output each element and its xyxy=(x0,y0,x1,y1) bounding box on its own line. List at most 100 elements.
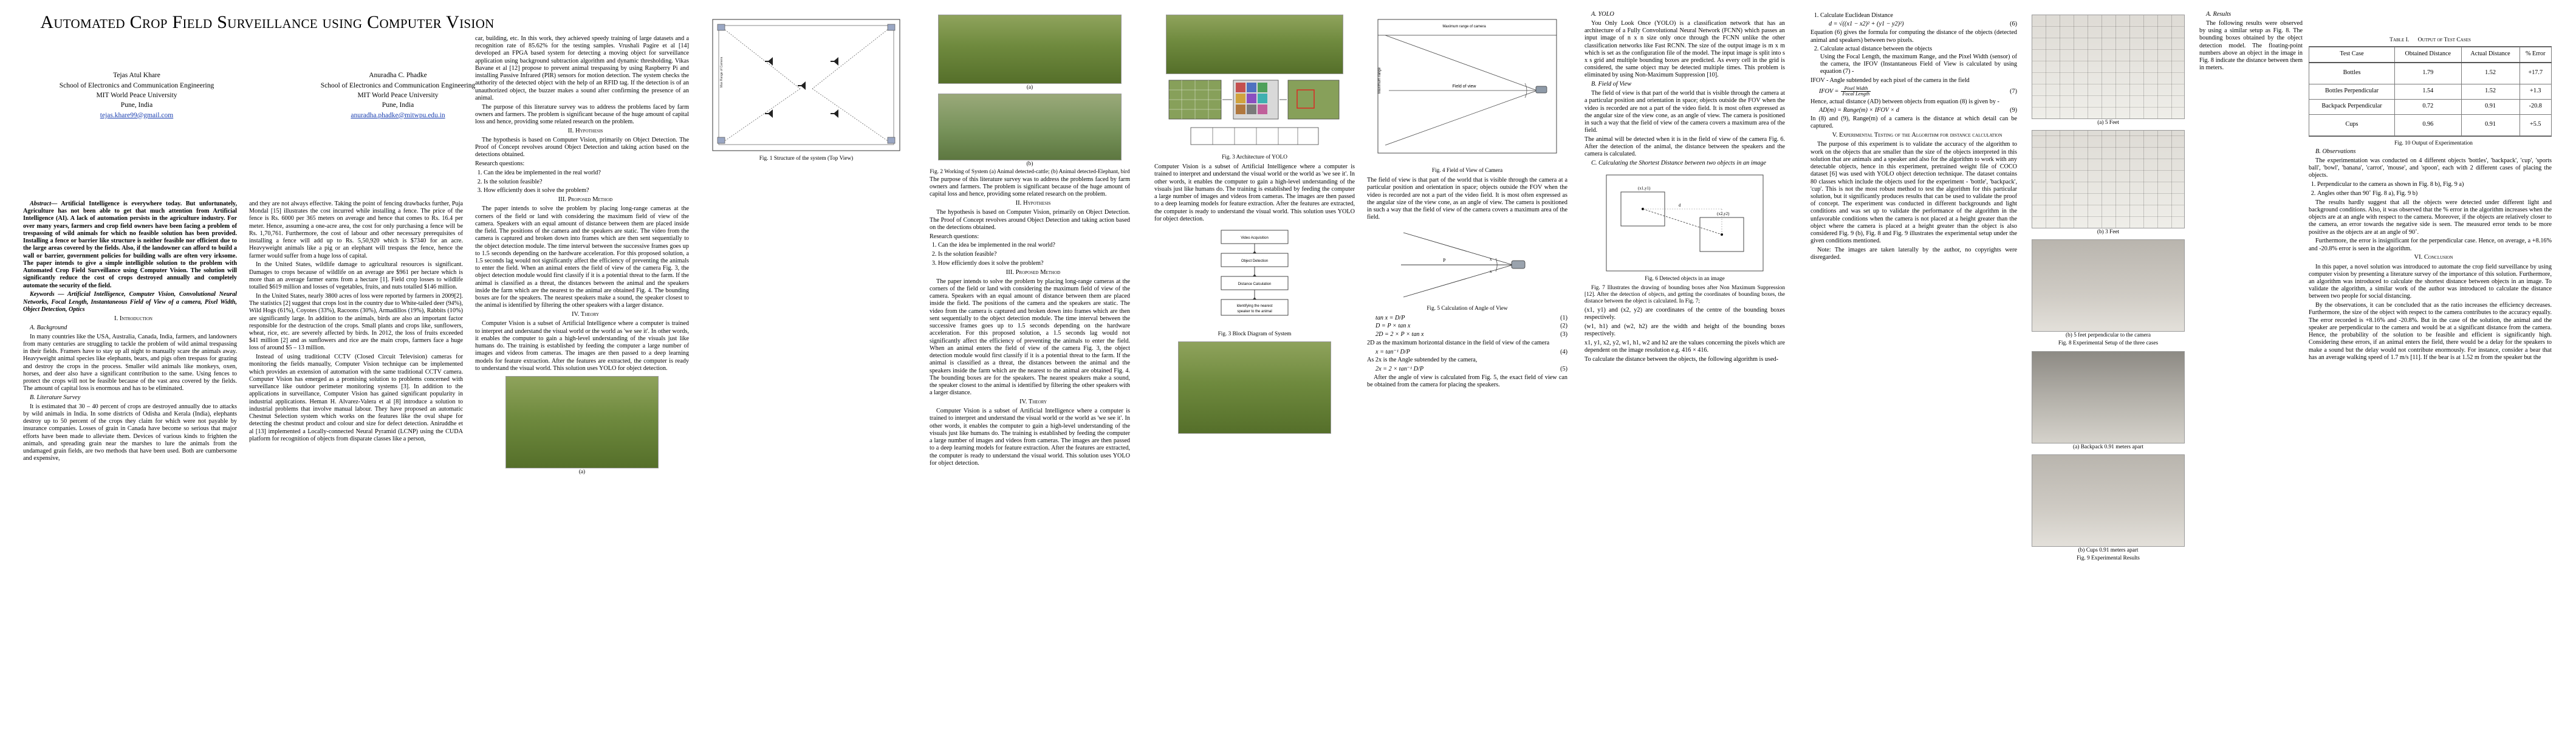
paragraph: After the angle of view is calculated fr… xyxy=(1367,374,1567,389)
subfigure-label: (b) 3 Feet xyxy=(2097,229,2120,236)
svg-text:Object Detection: Object Detection xyxy=(1241,259,1268,263)
column-1: Abstract— Artificial Intelligence is eve… xyxy=(23,200,237,464)
paragraph: The hypothesis is based on Computer Visi… xyxy=(930,209,1130,231)
table-title: Output of Test Cases xyxy=(2417,36,2471,43)
paragraph: In this paper, a novel solution was intr… xyxy=(2309,263,2552,300)
field-of-view-diagram: Maximum range of camera Field of view Ma… xyxy=(1377,19,1557,154)
paragraph: In many countries like the USA, Australi… xyxy=(23,333,237,392)
figure-2-caption: Fig. 2 Working of System (a) Animal dete… xyxy=(930,169,1130,176)
paragraph: (w1, h1) and (w2, h2) are the width and … xyxy=(1584,323,1785,337)
author-dept: School of Electronics and Communication … xyxy=(59,81,214,89)
section-proposed-method: III. Proposed Method xyxy=(1005,269,1061,276)
equation-expr: tan x = D/P xyxy=(1375,314,1405,321)
research-questions-label: Research questions: xyxy=(475,160,525,168)
table-label: Table I. xyxy=(2389,36,2410,43)
bounding-box-distance-diagram: (x1,y1) (x2,y2) d xyxy=(1606,174,1764,271)
bottles-5feet-photo xyxy=(2032,15,2185,119)
svg-text:(x2,y2): (x2,y2) xyxy=(1717,211,1730,216)
paragraph: The animal will be detected when it is i… xyxy=(1584,135,1785,158)
paragraph: The paper intends to solve the problem b… xyxy=(475,205,689,309)
paragraph: The experimentation was conducted on 4 d… xyxy=(2309,157,2552,179)
section-introduction: I. Introduction xyxy=(114,315,152,322)
cell-error: +17.7 xyxy=(2519,62,2552,84)
figure-1: Max Range of Camera Fig. 1 Structure of … xyxy=(706,16,906,162)
paragraph: The purpose of this literature survey wa… xyxy=(475,103,689,126)
cell-test-case: Backpack Perpendicular xyxy=(2308,98,2396,115)
equation-expr: d = √((x1 − x2)² + (y1 − y2)²) xyxy=(1829,20,1904,27)
paragraph: The purpose of this experiment is to val… xyxy=(1810,141,2017,245)
equation-5: 2x = 2 × tan⁻¹ D/P (5) xyxy=(1367,366,1567,373)
research-questions-list: Can the idea be implemented in the real … xyxy=(475,169,689,195)
cell-obtained: 1.79 xyxy=(2394,62,2462,84)
column-10-photos: (a) 5 Feet (b) 3 Feet (b) 5 feet perpend… xyxy=(2023,11,2193,564)
paragraph: As 2x is the Angle subtended by the came… xyxy=(1367,357,1478,364)
figure-5-caption: Fig. 5 Calculation of Angle of View xyxy=(1427,305,1508,312)
cell-error: -20.8 xyxy=(2519,98,2552,115)
subfigure-label: (a) Backpack 0.91 meters apart xyxy=(2073,443,2143,450)
author-city: Pune, India xyxy=(382,101,414,109)
experiment-result-2: (b) Cups 0.91 meters apart Fig. 9 Experi… xyxy=(2023,454,2193,562)
paragraph: To calculate the distance between the ob… xyxy=(1584,355,1778,363)
author-univ: MIT World Peace University xyxy=(96,92,177,100)
cell-error: +1.3 xyxy=(2519,83,2552,100)
figure-4: Maximum range of camera Field of view Ma… xyxy=(1367,15,1567,174)
svg-text:x: x xyxy=(1490,269,1492,274)
author-email-link[interactable]: tejas.khare99@gmail.com xyxy=(100,111,174,119)
subfigure-label: (b) 5 feet perpendicular to the camera xyxy=(2066,332,2151,339)
list-item: How efficiently does it solve the proble… xyxy=(938,260,1130,267)
paragraph: It is estimated that 30 – 40 percent of … xyxy=(23,403,237,462)
author-1: Tejas Atul Khare School of Electronics a… xyxy=(36,70,237,120)
section-hypothesis: II. Hypothesis xyxy=(1015,200,1051,207)
svg-text:Identifying the nearest: Identifying the nearest xyxy=(1236,304,1272,308)
equation-expr: x = tan⁻¹ D/P xyxy=(1375,348,1410,355)
paragraph: x1, y1, x2, y2, w1, h1, w2 and h2 are th… xyxy=(1584,339,1785,354)
equation-1: tan x = D/P (1) xyxy=(1367,315,1567,322)
list-item: Angles other than 90˚ Fig. 8 a), Fig. 9 … xyxy=(2317,190,2552,197)
paragraph: The results hardly suggest that all the … xyxy=(2309,199,2552,236)
author-name: Anuradha C. Phadke xyxy=(369,72,427,80)
page-title: Automated Crop Field Surveillance using … xyxy=(40,12,495,32)
paragraph: You Only Look Once (YOLO) is a classific… xyxy=(1584,19,1785,79)
svg-text:speaker to the animal: speaker to the animal xyxy=(1237,310,1272,313)
author-list: Tejas Atul Khare School of Electronics a… xyxy=(36,70,498,120)
paragraph: Equation (6) gives the formula for compu… xyxy=(1810,29,2017,44)
figure-5: P x x Fig. 5 Calculation of Angle of Vie… xyxy=(1367,225,1567,312)
svg-text:Distance Calculation: Distance Calculation xyxy=(1238,282,1272,286)
svg-text:Video Acquisition: Video Acquisition xyxy=(1241,236,1269,240)
subsection-results: A. Results xyxy=(2206,11,2232,18)
table-row: Bottles Perpendicular 1.54 1.52 +1.3 xyxy=(2308,83,2552,100)
experiment-photo-2: (b) 3 Feet xyxy=(2023,130,2193,236)
list-item: Is the solution feasible? xyxy=(938,251,1130,258)
step-2-body: Using the Focal Length, the maximum Rang… xyxy=(1820,53,2017,75)
author-univ: MIT World Peace University xyxy=(357,92,439,100)
keywords-text: Artificial Intelligence, Computer Vision… xyxy=(23,291,237,313)
cell-obtained: 1.54 xyxy=(2394,83,2462,100)
fraction: Pixel Width Focal Length xyxy=(1841,86,1871,98)
list-item: Calculate Euclidean Distance d = √((x1 −… xyxy=(1820,12,2017,28)
column-11: Table I. Output of Test Cases Test Case … xyxy=(2308,36,2552,363)
equation-2: D = P × tan x (2) xyxy=(1367,323,1567,330)
list-item: Can the idea be implemented in the real … xyxy=(938,242,1130,249)
equation-7: IFOV = Pixel Width Focal Length (7) xyxy=(1810,86,2017,98)
column-5-figure2: (a) (b) Fig. 2 Working of System (a) Ani… xyxy=(930,11,1130,178)
abstract-text: Artificial Intelligence is everywhere to… xyxy=(23,200,237,289)
crop-field-photo xyxy=(505,375,659,468)
column-header: Obtained Distance xyxy=(2394,46,2462,63)
table-row: Backpack Perpendicular 0.72 0.91 -20.8 xyxy=(2308,98,2552,115)
author-city: Pune, India xyxy=(120,101,153,109)
author-email-link[interactable]: anuradha.phadke@mitwpu.edu.in xyxy=(351,111,445,119)
paragraph: The hypothesis is based on Computer Visi… xyxy=(475,137,689,159)
table-row: Cups 0.96 0.91 +5.5 xyxy=(2308,114,2552,136)
cell-actual: 1.52 xyxy=(2461,62,2520,84)
figure-8-caption: Fig. 8 Experimental Setup of the three c… xyxy=(2058,340,2159,347)
section-theory: IV. Theory xyxy=(1019,399,1047,405)
subfigure-label: (b) xyxy=(1026,161,1033,168)
subsection-yolo: A. YOLO xyxy=(1591,11,1614,18)
equation-number: (2) xyxy=(1560,323,1567,330)
figure-7-diagram: (x1,y1) (x2,y2) d Fig. 6 Detected object… xyxy=(1584,171,1785,282)
paragraph: Note: The images are taken laterally by … xyxy=(1810,247,2017,261)
cell-test-case: Bottles xyxy=(2308,62,2396,84)
keywords-paragraph: Keywords — Artificial Intelligence, Comp… xyxy=(23,291,237,313)
section-conclusion: VI. Conclusion xyxy=(2414,254,2453,261)
paragraph: By the observations, it can be concluded… xyxy=(2309,302,2552,361)
